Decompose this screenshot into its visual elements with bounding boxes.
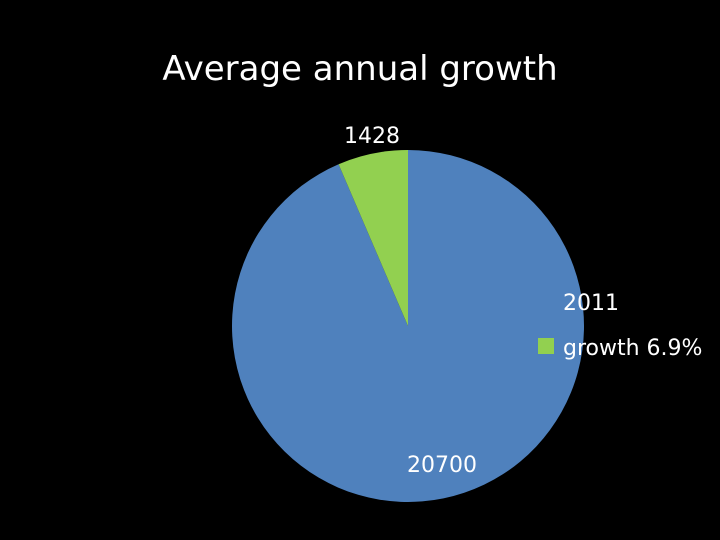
legend-series-label: growth 6.9% [563, 336, 702, 361]
data-label-large-slice: 20700 [407, 453, 477, 478]
pie-slice-small [338, 150, 408, 326]
chart-title: Average annual growth [162, 49, 557, 89]
legend-year-label: 2011 [563, 291, 619, 316]
legend-swatch [538, 338, 554, 354]
pie-slice-large [232, 150, 585, 502]
data-label-small-slice: 1428 [344, 124, 400, 149]
pie-slices [232, 150, 585, 502]
